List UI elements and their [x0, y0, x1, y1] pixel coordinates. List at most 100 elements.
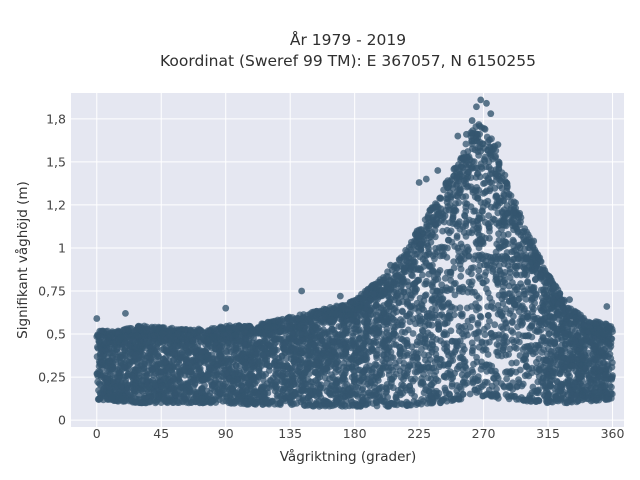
- data-point: [281, 341, 289, 348]
- data-point: [399, 364, 407, 371]
- data-point: [348, 342, 355, 350]
- data-point: [397, 316, 404, 323]
- data-points: [93, 96, 616, 410]
- data-point: [154, 353, 162, 360]
- data-point: [479, 203, 487, 211]
- data-point: [407, 375, 415, 383]
- data-point: [474, 195, 481, 202]
- data-point: [468, 349, 476, 357]
- data-point: [550, 348, 558, 356]
- data-point: [241, 374, 249, 382]
- data-point: [235, 368, 243, 375]
- data-point: [566, 373, 574, 380]
- data-point: [327, 391, 334, 399]
- data-point: [297, 331, 305, 338]
- data-point: [461, 322, 469, 330]
- data-point: [388, 379, 395, 387]
- data-point: [398, 307, 406, 315]
- data-point: [138, 353, 145, 360]
- data-point: [499, 331, 506, 339]
- data-point: [484, 312, 492, 319]
- data-point: [400, 288, 408, 296]
- data-point: [403, 370, 411, 377]
- data-point: [564, 397, 572, 404]
- data-point: [510, 198, 518, 206]
- data-point: [417, 366, 424, 374]
- data-point: [455, 363, 463, 370]
- data-point: [139, 388, 147, 395]
- data-point: [162, 346, 170, 354]
- data-point: [499, 237, 507, 245]
- data-point: [393, 391, 400, 399]
- data-point: [416, 294, 424, 302]
- data-point: [457, 385, 465, 393]
- data-point: [198, 353, 206, 361]
- data-point: [484, 390, 491, 398]
- data-point: [596, 348, 604, 356]
- data-point: [443, 254, 451, 261]
- data-point: [146, 398, 154, 406]
- data-point: [510, 312, 517, 320]
- data-point: [448, 337, 456, 345]
- data-point: [526, 324, 534, 332]
- data-point: [314, 380, 321, 387]
- data-point: [524, 285, 532, 293]
- data-point: [441, 320, 449, 328]
- data-point: [509, 256, 517, 264]
- data-point: [513, 359, 520, 367]
- data-point: [248, 344, 256, 351]
- data-point: [484, 303, 491, 310]
- data-point: [406, 318, 414, 326]
- data-point: [473, 335, 481, 342]
- data-point: [140, 364, 148, 371]
- data-point: [466, 390, 474, 398]
- data-point: [342, 355, 350, 362]
- data-point: [425, 363, 433, 371]
- data-point: [160, 392, 168, 400]
- data-point: [99, 359, 106, 367]
- data-point: [208, 397, 216, 405]
- data-point: [349, 356, 356, 364]
- data-point: [456, 327, 463, 335]
- data-point: [200, 376, 208, 384]
- data-point: [507, 369, 514, 377]
- data-point: [529, 286, 537, 294]
- data-point: [482, 361, 490, 369]
- data-point: [465, 278, 473, 286]
- data-point: [443, 331, 451, 338]
- data-point: [109, 371, 117, 378]
- data-point: [135, 366, 143, 374]
- data-point: [125, 397, 133, 405]
- data-point: [413, 354, 421, 362]
- data-point: [455, 247, 463, 255]
- data-point: [448, 238, 456, 246]
- data-point: [448, 375, 455, 383]
- data-point: [495, 159, 503, 166]
- data-point: [426, 262, 433, 269]
- data-point: [319, 337, 326, 344]
- data-point: [551, 339, 559, 347]
- data-point: [400, 279, 408, 286]
- data-point: [581, 350, 588, 358]
- data-point: [524, 279, 531, 286]
- data-point: [270, 344, 278, 352]
- data-point: [170, 375, 178, 383]
- data-point: [484, 197, 492, 205]
- data-point: [495, 222, 503, 230]
- data-point: [95, 380, 103, 387]
- data-point: [432, 368, 440, 375]
- data-point: [596, 372, 604, 380]
- data-point: [494, 352, 502, 359]
- data-point: [179, 351, 186, 358]
- data-point: [506, 384, 514, 391]
- data-point: [549, 322, 556, 329]
- data-point: [329, 374, 336, 381]
- data-point: [396, 347, 404, 354]
- data-point: [475, 211, 483, 219]
- data-point: [522, 296, 530, 303]
- data-point: [436, 355, 444, 363]
- data-point: [332, 390, 339, 398]
- data-point: [356, 351, 364, 359]
- data-point: [237, 398, 244, 405]
- data-point: [349, 332, 357, 340]
